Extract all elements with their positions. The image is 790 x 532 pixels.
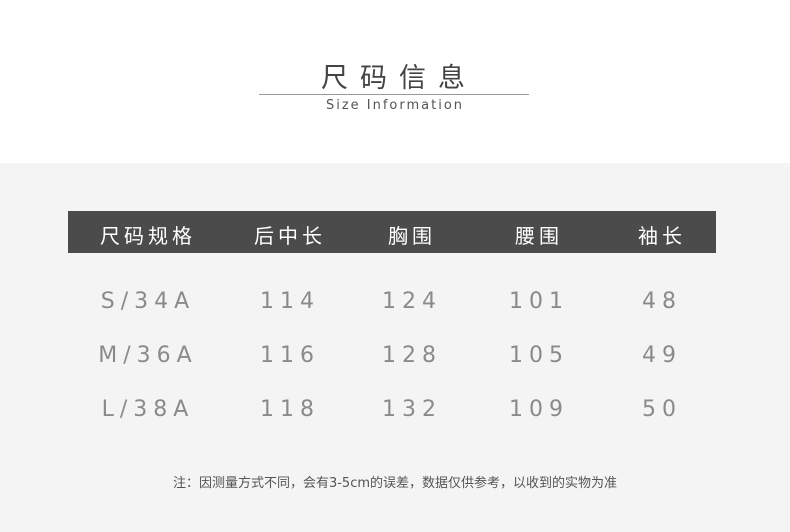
header-section (0, 0, 790, 163)
measurement-note: 注：因测量方式不同，会有3-5cm的误差，数据仅供参考，以收到的实物为准 (172, 476, 618, 491)
page-subtitle: Size Information (325, 98, 465, 113)
title-divider (259, 94, 529, 95)
table-cell: 109 (509, 397, 569, 422)
table-cell: 118 (260, 397, 320, 422)
table-header: 尺码规格 后中长 胸围 腰围 袖长 (68, 211, 716, 253)
table-cell: 50 (642, 397, 682, 422)
column-header: 袖长 (638, 224, 686, 248)
column-header: 后中长 (254, 224, 326, 248)
table-cell: 101 (509, 289, 569, 314)
table-cell: 128 (382, 343, 442, 368)
table-cell: 116 (260, 343, 320, 368)
table-cell: 114 (260, 289, 320, 314)
table-cell: 48 (642, 289, 682, 314)
column-header: 胸围 (388, 224, 436, 248)
table-cell: 105 (509, 343, 569, 368)
table-cell: 132 (382, 397, 442, 422)
column-header: 尺码规格 (100, 224, 196, 248)
table-cell: M/36A (98, 343, 198, 368)
page-title: 尺码信息 (321, 63, 477, 94)
table-cell: L/38A (101, 397, 195, 422)
table-cell: 124 (382, 289, 442, 314)
table-cell: S/34A (100, 289, 196, 314)
table-cell: 49 (642, 343, 682, 368)
column-header: 腰围 (515, 224, 563, 248)
